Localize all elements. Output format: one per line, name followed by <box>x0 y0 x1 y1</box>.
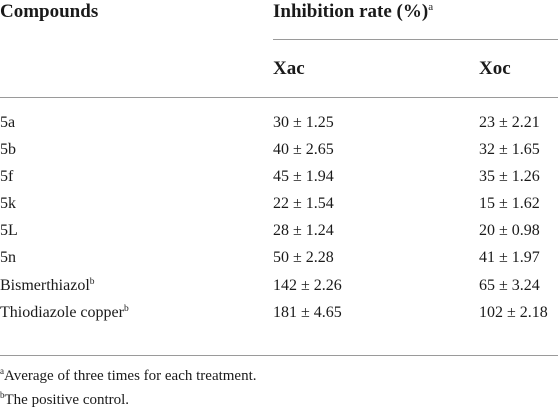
header-xac: Xac <box>273 58 305 80</box>
cell-xac: 181 ± 4.65 <box>273 303 342 321</box>
cell-xoc: 65 ± 3.24 <box>479 276 540 294</box>
header-inhibition-rate: Inhibition rate (%)a <box>273 1 433 23</box>
cell-xac: 142 ± 2.26 <box>273 276 342 294</box>
cell-xoc: 35 ± 1.26 <box>479 168 540 186</box>
table-row: Thiodiazole copperb 181 ± 4.65 102 ± 2.1… <box>0 299 558 326</box>
footnote-mark-a: a <box>428 1 434 13</box>
table-row: 5k 22 ± 1.54 15 ± 1.62 <box>0 190 558 217</box>
footnote: bThe positive control. <box>0 391 129 409</box>
cell-compound: 5L <box>0 217 18 244</box>
header-inhibition-rate-label: Inhibition rate (%) <box>273 1 429 22</box>
compound-name: 5k <box>0 195 16 213</box>
footnote: aAverage of three times for each treatme… <box>0 367 257 385</box>
cell-xac: 50 ± 2.28 <box>273 249 334 267</box>
cell-xoc: 102 ± 2.18 <box>479 303 548 321</box>
table-body: 5a 30 ± 1.25 23 ± 2.21 5b 40 ± 2.65 32 ±… <box>0 109 558 326</box>
footnote-mark: b <box>0 390 5 400</box>
compound-name: 5f <box>0 168 14 186</box>
compound-name: Thiodiazole copper <box>0 303 124 321</box>
footer-rule <box>0 355 558 356</box>
cell-compound: Thiodiazole copperb <box>0 299 129 326</box>
compound-name: 5a <box>0 114 16 131</box>
cell-xac: 22 ± 1.54 <box>273 195 334 213</box>
cell-xac: 45 ± 1.94 <box>273 168 334 186</box>
compound-name: 5L <box>0 222 18 240</box>
cell-xac: 40 ± 2.65 <box>273 141 334 159</box>
compound-mark: b <box>89 276 95 287</box>
compound-name: 5n <box>0 249 16 267</box>
table-row: 5f 45 ± 1.94 35 ± 1.26 <box>0 163 558 190</box>
cell-xoc: 32 ± 1.65 <box>479 141 540 159</box>
header-xoc: Xoc <box>479 58 511 80</box>
cell-compound: 5f <box>0 163 13 190</box>
header-xac-label: Xac <box>273 58 305 79</box>
cell-compound: 5n <box>0 244 16 271</box>
compound-name: 5b <box>0 141 16 159</box>
table-row: Bismerthiazolb 142 ± 2.26 65 ± 3.24 <box>0 272 558 299</box>
header-compounds: Compounds <box>0 1 98 23</box>
cell-xoc: 15 ± 1.62 <box>479 195 540 213</box>
header-compounds-label: Compounds <box>0 1 99 22</box>
compound-mark: b <box>123 303 129 314</box>
cell-xoc: 23 ± 2.21 <box>479 114 540 131</box>
cell-compound: 5b <box>0 136 16 163</box>
table-row: 5L 28 ± 1.24 20 ± 0.98 <box>0 217 558 244</box>
cell-xoc: 20 ± 0.98 <box>479 222 540 240</box>
table-row: 5n 50 ± 2.28 41 ± 1.97 <box>0 244 558 271</box>
cell-xoc: 41 ± 1.97 <box>479 249 540 267</box>
header-subrule <box>273 39 558 40</box>
compound-name: Bismerthiazol <box>0 276 90 294</box>
footnote-text: The positive control. <box>4 392 130 408</box>
cell-compound: 5k <box>0 190 16 217</box>
cell-compound: Bismerthiazolb <box>0 272 95 299</box>
cell-compound: 5a <box>0 109 15 136</box>
cell-xac: 28 ± 1.24 <box>273 222 334 240</box>
table-row: 5a 30 ± 1.25 23 ± 2.21 <box>0 109 558 136</box>
footnote-text: Average of three times for each treatmen… <box>4 368 257 384</box>
footnote-mark: a <box>0 366 4 376</box>
header-rule <box>0 97 558 98</box>
cell-xac: 30 ± 1.25 <box>273 114 334 131</box>
header-xoc-label: Xoc <box>479 58 511 79</box>
table-row: 5b 40 ± 2.65 32 ± 1.65 <box>0 136 558 163</box>
